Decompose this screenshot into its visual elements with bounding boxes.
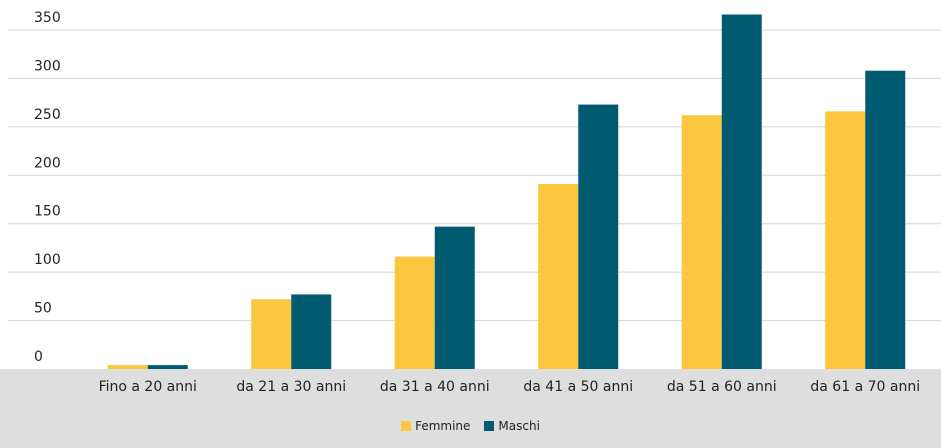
bar-femmine-4	[681, 115, 722, 369]
x-tick-label: da 21 a 30 anni	[236, 379, 346, 395]
x-tick-label: da 41 a 50 anni	[523, 379, 633, 395]
legend: Femmine Maschi	[0, 419, 941, 433]
y-tick-label: 250	[34, 107, 61, 123]
x-tick-label: da 61 a 70 anni	[810, 379, 920, 395]
y-axis-ticks: 0 50 100 150 200 250 300 350	[34, 10, 61, 365]
y-tick-label: 0	[34, 349, 43, 365]
legend-label-femmine: Femmine	[415, 419, 471, 433]
y-tick-label: 300	[34, 58, 61, 74]
bar-femmine-5	[825, 111, 866, 370]
x-tick-label: da 31 a 40 anni	[380, 379, 490, 395]
legend-swatch-maschi	[484, 421, 495, 431]
bar-femmine-3	[538, 184, 579, 369]
legend-swatch-femmine	[401, 421, 412, 431]
y-tick-label: 50	[34, 301, 52, 317]
bar-femmine-0	[107, 365, 148, 369]
legend-item-femmine: Femmine	[401, 419, 470, 433]
y-tick-label: 150	[34, 204, 61, 220]
x-axis-ticks: Fino a 20 anni da 21 a 30 anni da 31 a 40 …	[99, 379, 921, 395]
bar-femmine-1	[251, 299, 292, 369]
bar-maschi-1	[291, 294, 332, 369]
bar-maschi-4	[721, 14, 762, 369]
y-tick-label: 100	[34, 252, 61, 268]
x-tick-label: da 51 a 60 anni	[667, 379, 777, 395]
y-tick-label: 200	[34, 155, 61, 171]
bar-femmine-2	[394, 256, 435, 369]
x-tick-label: Fino a 20 anni	[99, 379, 197, 395]
bar-maschi-0	[147, 365, 188, 369]
bar-maschi-5	[865, 70, 906, 370]
bar-maschi-2	[434, 226, 475, 369]
legend-area	[0, 369, 941, 448]
bar-maschi-3	[578, 104, 619, 369]
y-tick-label: 350	[34, 10, 61, 26]
legend-label-maschi: Maschi	[498, 419, 540, 433]
legend-item-maschi: Maschi	[484, 419, 540, 433]
bars	[107, 14, 906, 370]
